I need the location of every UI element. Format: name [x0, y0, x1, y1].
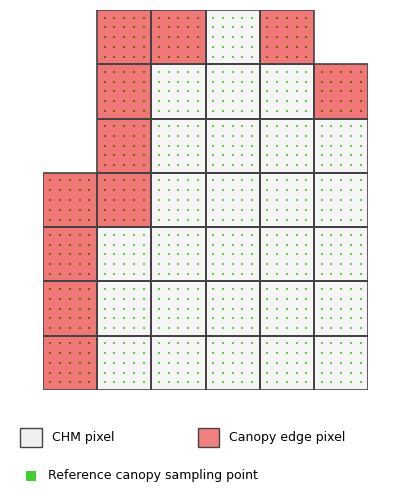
Bar — [206, 336, 260, 390]
Bar — [260, 64, 314, 118]
Bar — [206, 10, 260, 64]
Bar — [43, 173, 97, 227]
Bar — [151, 227, 206, 281]
Bar — [43, 336, 97, 390]
Bar — [260, 227, 314, 281]
Bar — [151, 118, 206, 173]
Bar — [314, 227, 368, 281]
Bar — [97, 173, 151, 227]
Bar — [97, 64, 151, 118]
Bar — [314, 64, 368, 118]
Bar — [151, 173, 206, 227]
Bar — [97, 282, 151, 336]
Text: Canopy edge pixel: Canopy edge pixel — [229, 431, 346, 444]
Bar — [206, 118, 260, 173]
Bar — [206, 173, 260, 227]
Bar — [97, 336, 151, 390]
Bar — [20, 428, 42, 446]
Bar — [43, 282, 97, 336]
Bar — [97, 10, 151, 64]
Bar — [260, 10, 314, 64]
Bar — [314, 118, 368, 173]
Text: CHM pixel: CHM pixel — [52, 431, 114, 444]
Bar — [314, 282, 368, 336]
Bar — [260, 173, 314, 227]
Bar — [314, 173, 368, 227]
Bar — [206, 64, 260, 118]
Bar — [97, 227, 151, 281]
Bar — [151, 64, 206, 118]
Bar — [206, 282, 260, 336]
Bar — [206, 227, 260, 281]
Bar — [198, 428, 219, 446]
Bar — [260, 336, 314, 390]
Bar — [151, 282, 206, 336]
Bar — [151, 10, 206, 64]
Bar — [260, 118, 314, 173]
Bar — [43, 227, 97, 281]
Bar — [151, 336, 206, 390]
Text: Reference canopy sampling point: Reference canopy sampling point — [48, 470, 259, 482]
Bar — [97, 118, 151, 173]
Bar — [260, 282, 314, 336]
Bar — [314, 336, 368, 390]
